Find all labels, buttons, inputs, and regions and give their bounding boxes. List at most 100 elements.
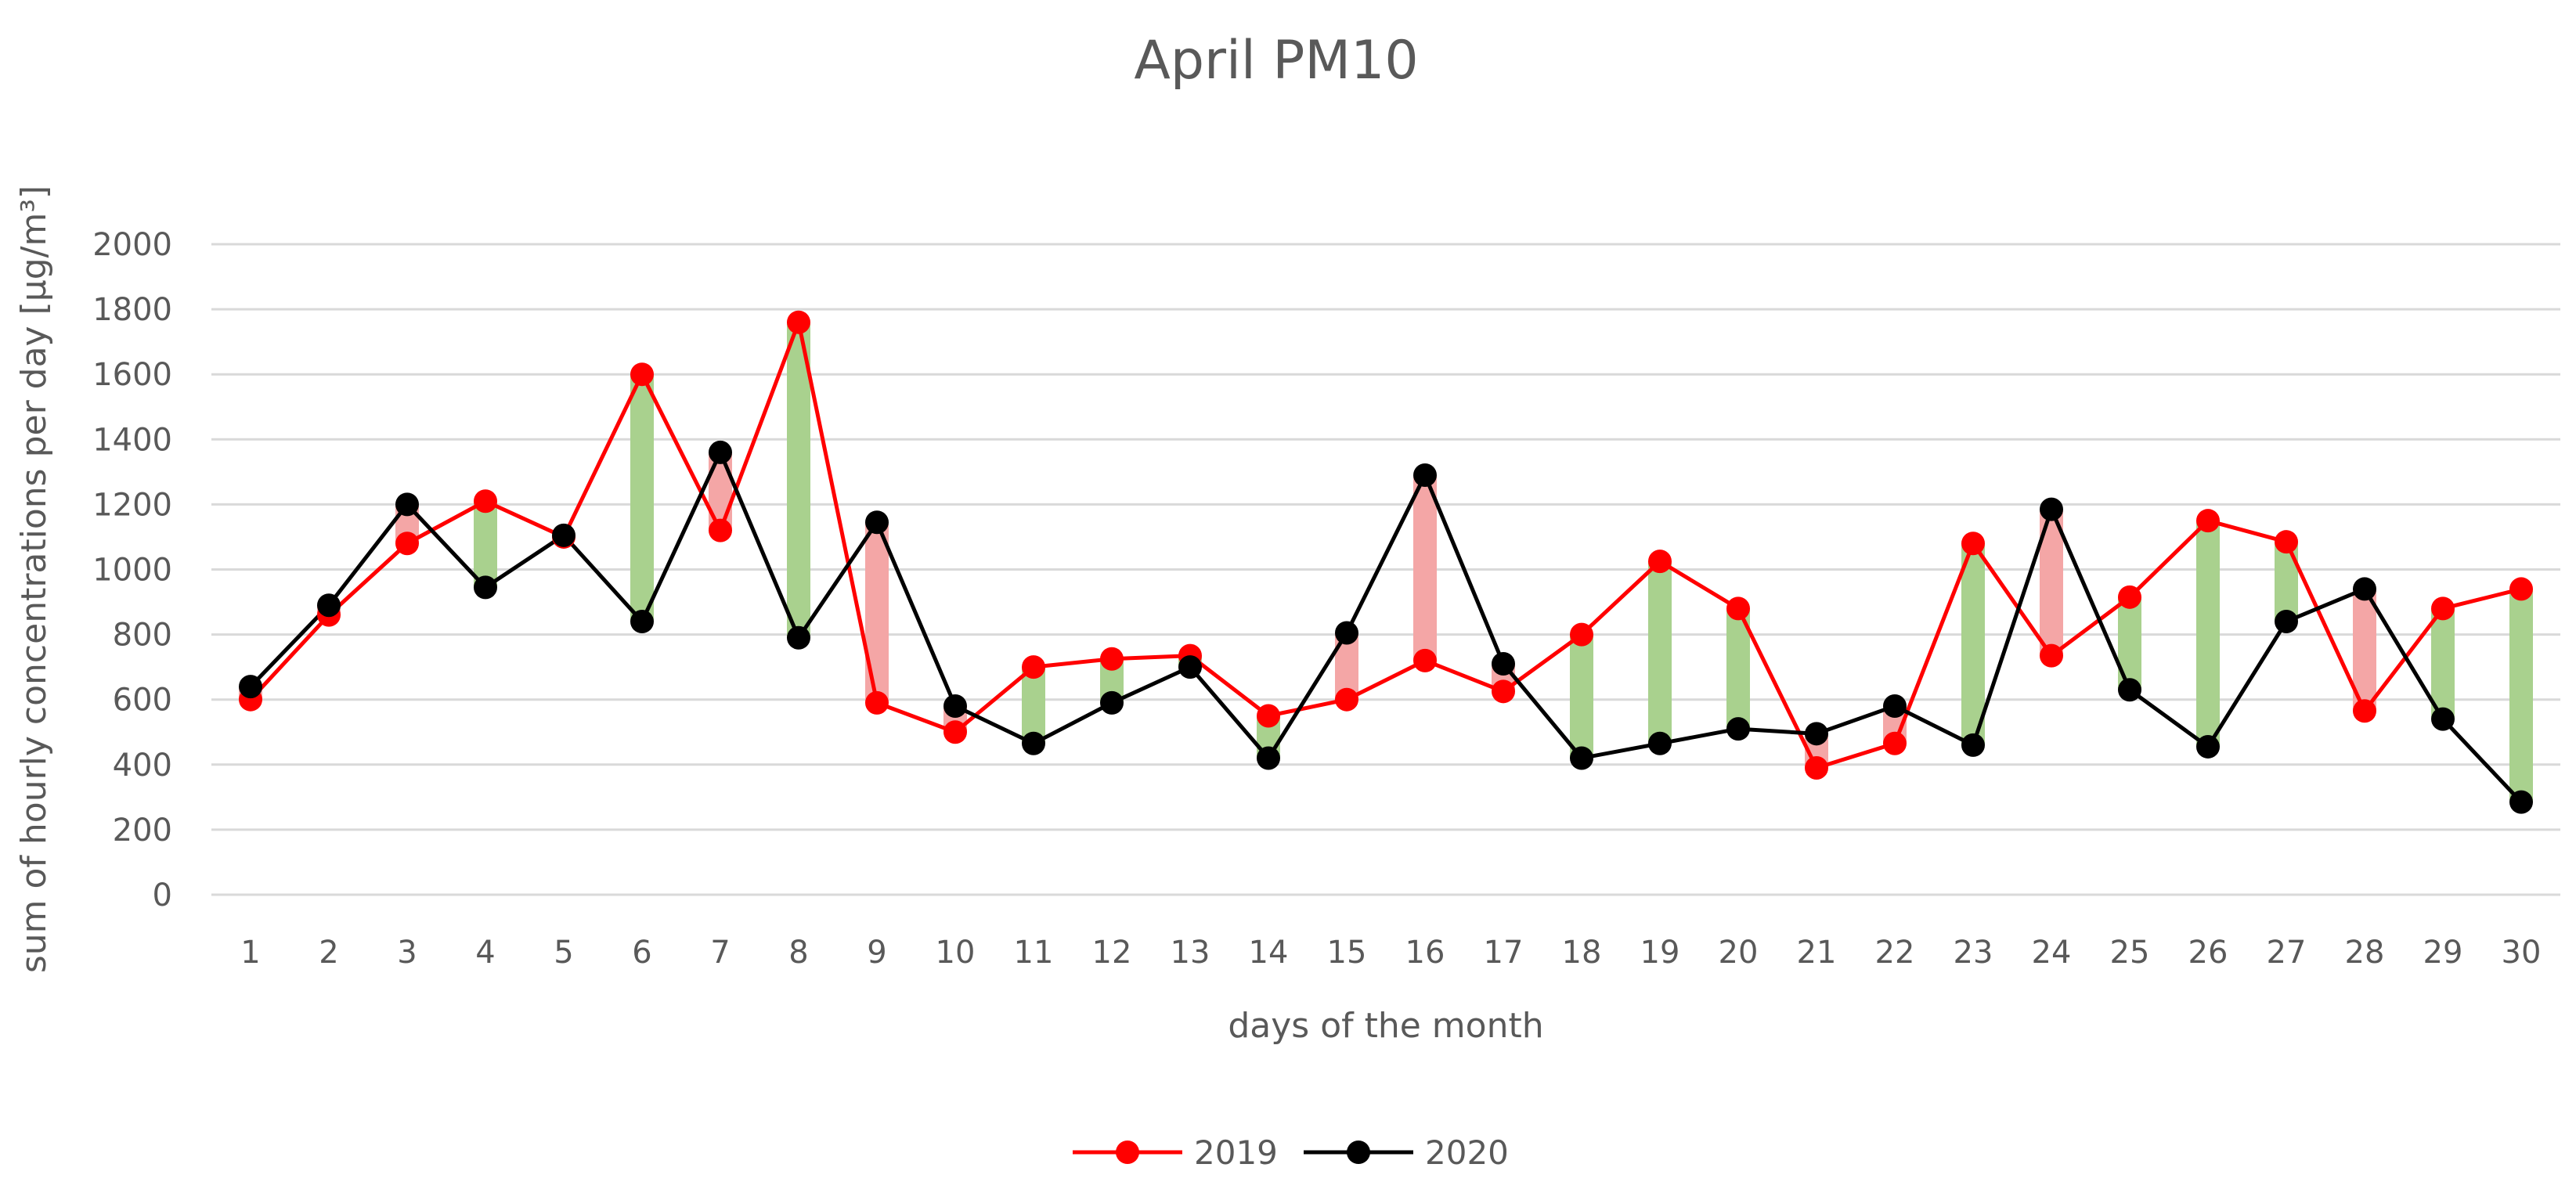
y-tick-label: 1200: [92, 487, 172, 523]
data-point-2019: [2040, 643, 2063, 668]
data-point-2019: [2353, 699, 2376, 723]
x-tick-label: 5: [554, 935, 573, 971]
x-tick-label: 23: [1954, 935, 1993, 971]
y-tick-label: 200: [113, 813, 172, 849]
x-tick-label: 4: [475, 935, 495, 971]
y-tick-label: 800: [113, 618, 172, 654]
data-point-2019: [474, 489, 497, 514]
difference-bar: [2509, 589, 2533, 802]
data-point-2019: [1648, 550, 1672, 574]
y-axis-label: sum of hourly concentrations per day [µg…: [14, 186, 54, 973]
difference-bar: [1413, 475, 1437, 661]
data-point-2020: [1492, 651, 1515, 676]
y-tick-label: 1000: [92, 553, 172, 589]
data-point-2020: [1883, 694, 1907, 719]
data-point-2019: [2431, 596, 2455, 621]
difference-bar: [865, 522, 889, 703]
y-tick-label: 1600: [92, 357, 172, 393]
x-tick-label: 21: [1797, 935, 1837, 971]
data-point-2020: [1805, 722, 1828, 746]
y-tick-label: 2000: [92, 227, 172, 263]
x-tick-label: 18: [1562, 935, 1602, 971]
data-point-2020: [865, 510, 889, 535]
data-point-2020: [2431, 707, 2455, 731]
y-tick-label: 400: [113, 748, 172, 784]
data-point-2020: [239, 675, 262, 699]
legend-entry-2020: 2020: [1304, 1133, 1509, 1172]
legend-label: 2019: [1194, 1133, 1278, 1172]
data-point-2020: [317, 593, 341, 618]
data-point-2019: [1961, 532, 1985, 556]
series-lines: [249, 320, 2523, 804]
data-point-2020: [1022, 731, 1045, 755]
y-tick-label: 0: [153, 877, 172, 914]
data-point-2020: [1648, 731, 1672, 755]
difference-bar: [474, 501, 497, 588]
x-tick-label: 14: [1249, 935, 1289, 971]
data-point-2020: [1413, 463, 1437, 488]
difference-bar: [1570, 634, 1593, 759]
data-point-2019: [395, 532, 419, 556]
series-points: [239, 310, 2533, 814]
data-point-2019: [2196, 509, 2220, 533]
x-tick-label: 6: [632, 935, 651, 971]
y-tick-label: 600: [113, 683, 172, 719]
series-line-2020: [249, 450, 2523, 804]
legend-marker: [1347, 1141, 1370, 1164]
data-point-2019: [1492, 679, 1515, 704]
difference-bar: [1961, 543, 1985, 745]
x-tick-label: 2: [319, 935, 338, 971]
data-point-2019: [865, 690, 889, 715]
data-point-2019: [1022, 655, 1045, 679]
data-point-2019: [1883, 731, 1907, 755]
x-tick-label: 8: [788, 935, 808, 971]
x-tick-label: 30: [2502, 935, 2542, 971]
data-point-2020: [1961, 733, 1985, 757]
data-point-2019: [2275, 530, 2298, 554]
x-tick-label: 26: [2188, 935, 2228, 971]
x-tick-label: 13: [1171, 935, 1210, 971]
x-tick-label: 24: [2032, 935, 2072, 971]
data-point-2020: [787, 625, 810, 650]
x-tick-label: 1: [240, 935, 260, 971]
data-point-2019: [2118, 585, 2141, 609]
data-point-2020: [943, 694, 967, 719]
difference-bar: [630, 374, 654, 622]
data-point-2019: [1257, 704, 1280, 728]
y-tick-label: 1800: [92, 292, 172, 328]
y-tick-label: 1400: [92, 422, 172, 458]
data-point-2020: [2353, 577, 2376, 601]
x-tick-label: 7: [710, 935, 730, 971]
x-tick-label: 19: [1640, 935, 1680, 971]
x-tick-label: 28: [2345, 935, 2385, 971]
difference-bar: [787, 322, 810, 638]
x-tick-label: 16: [1405, 935, 1445, 971]
x-tick-label: 15: [1327, 935, 1367, 971]
data-point-2020: [1100, 690, 1124, 715]
data-point-2020: [1726, 717, 1750, 741]
data-point-2020: [552, 523, 575, 547]
data-point-2020: [1257, 746, 1280, 770]
data-point-2020: [474, 575, 497, 600]
data-point-2020: [1570, 746, 1593, 770]
data-point-2020: [1335, 621, 1358, 645]
difference-bar: [2118, 596, 2141, 690]
data-point-2020: [395, 492, 419, 517]
data-point-2020: [1178, 655, 1202, 679]
data-point-2020: [630, 609, 654, 633]
data-point-2019: [2509, 577, 2533, 601]
y-tick-labels: 0 200 400 600 800 1000 1200 1400 1600 1800 2000: [92, 227, 172, 914]
difference-bar: [1022, 667, 1045, 744]
x-tick-label: 22: [1875, 935, 1915, 971]
x-tick-label: 3: [397, 935, 417, 971]
data-point-2019: [1570, 622, 1593, 647]
data-point-2020: [2509, 790, 2533, 814]
x-tick-label: 9: [867, 935, 886, 971]
x-tick-label: 27: [2267, 935, 2307, 971]
data-point-2019: [1413, 648, 1437, 672]
data-point-2019: [1335, 687, 1358, 712]
series-line-2019: [249, 320, 2522, 770]
x-tick-label: 10: [936, 935, 976, 971]
x-tick-label: 25: [2110, 935, 2150, 971]
data-point-2019: [1726, 596, 1750, 621]
